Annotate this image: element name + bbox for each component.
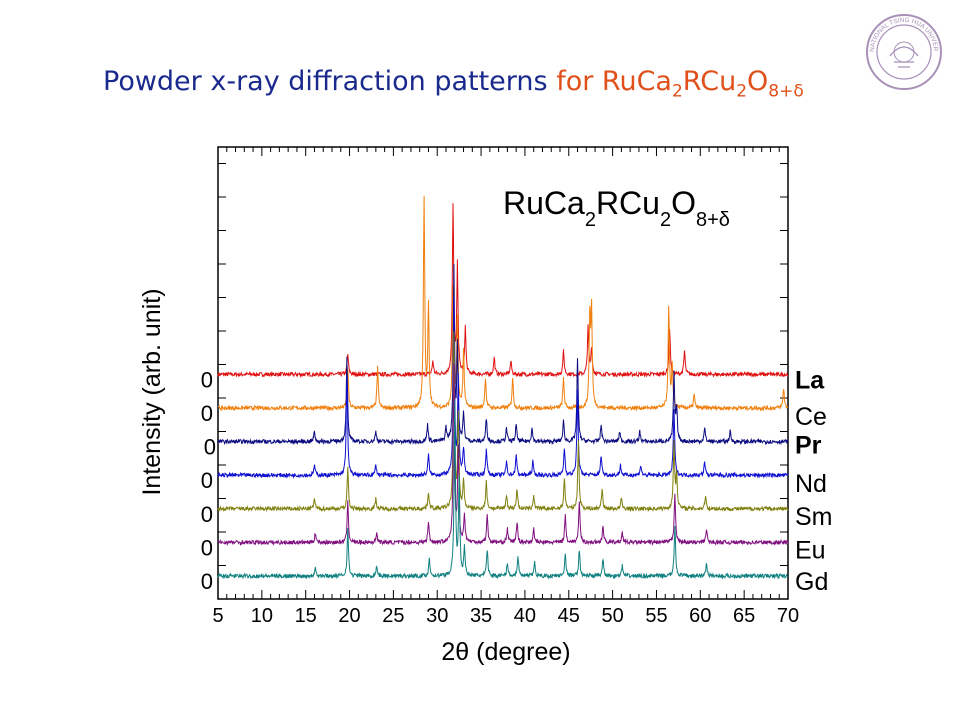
series-line-Nd <box>217 297 789 480</box>
formula-subscript: 2 <box>736 81 748 102</box>
x-tick-label: 15 <box>295 605 317 627</box>
series-line-Sm <box>217 331 789 513</box>
y-zero-label: 0 <box>201 502 213 527</box>
slide-title: Powder x-ray diffraction patterns for Ru… <box>103 66 804 101</box>
x-tick-label: 40 <box>514 605 536 627</box>
y-axis-label: Intensity (arb. unit) <box>138 288 166 495</box>
x-tick-label: 60 <box>689 605 711 627</box>
title-formula: for RuCa2RCu2O8+δ <box>556 66 804 101</box>
university-seal-icon: NATIONAL TSING HUA UNIVERSITY <box>864 12 942 90</box>
x-tick-label: 5 <box>212 605 223 627</box>
series-line-Gd <box>217 400 789 580</box>
y-zero-label: 0 <box>201 367 213 392</box>
title-for-text: for <box>556 66 594 97</box>
y-zero-label: 0 <box>201 401 213 426</box>
series-label-La: La <box>795 366 825 394</box>
series-line-La <box>217 203 789 379</box>
x-tick-label: 55 <box>645 605 667 627</box>
formula-part: RuCa <box>601 66 672 97</box>
x-tick-label: 50 <box>601 605 623 627</box>
series-label-Gd: Gd <box>795 568 828 596</box>
x-tick-label: 45 <box>558 605 580 627</box>
series-label-Pr: Pr <box>795 432 822 460</box>
series-label-Ce: Ce <box>795 403 827 431</box>
y-zero-label: 0 <box>201 468 213 493</box>
formula-part: RCu <box>682 66 737 97</box>
chart-annotation: RuCa2RCu2O8+δ <box>503 185 730 231</box>
x-tick-label: 70 <box>777 605 799 627</box>
series-traces <box>217 195 789 580</box>
x-axis: 5 10 15 20 25 30 35 40 45 50 55 60 65 70 <box>212 147 799 627</box>
formula-subscript: 8+δ <box>768 81 804 102</box>
series-line-Eu <box>217 363 789 547</box>
x-tick-label: 30 <box>426 605 448 627</box>
x-tick-label: 10 <box>251 605 273 627</box>
title-main-text: Powder x-ray diffraction patterns <box>103 66 548 97</box>
x-tick-label: 20 <box>338 605 360 627</box>
x-tick-label: 65 <box>733 605 755 627</box>
series-label-Sm: Sm <box>795 503 833 531</box>
series-line-Pr <box>217 264 789 446</box>
x-tick-label: 35 <box>470 605 492 627</box>
y-axis <box>218 163 788 566</box>
formula-subscript: 2 <box>671 81 683 102</box>
y-zero-label: 0 <box>201 535 213 560</box>
formula-part: O <box>747 66 769 97</box>
x-axis-label: 2θ (degree) <box>441 638 570 666</box>
zero-labels: 0 0 0 0 0 0 0 <box>201 367 216 594</box>
y-zero-label: 0 <box>204 435 216 460</box>
y-zero-label: 0 <box>201 569 213 594</box>
series-label-Eu: Eu <box>795 536 826 564</box>
x-tick-label: 25 <box>382 605 404 627</box>
series-line-Ce <box>217 195 789 412</box>
series-label-Nd: Nd <box>795 470 827 498</box>
